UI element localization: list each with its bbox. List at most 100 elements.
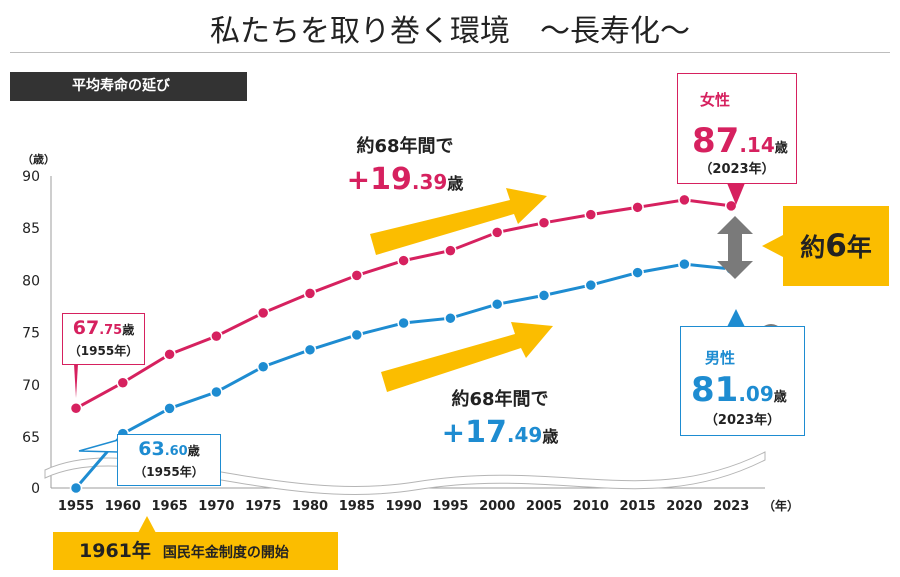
- male-end-unit: 歳: [773, 390, 787, 405]
- male-data-point: [678, 257, 691, 271]
- female-data-point: [163, 348, 176, 361]
- male-data-point: [303, 343, 317, 357]
- male-data-point: [631, 266, 644, 279]
- female-gain-decimal: .39: [411, 170, 448, 194]
- male-end-value-integer: 81: [691, 370, 739, 410]
- female-start-value-decimal: .75: [99, 323, 123, 338]
- x-tick-label: 2010: [573, 499, 609, 514]
- male-gain-annotation: 約68年間で +17.49歳: [415, 385, 585, 455]
- female-trend-up-arrow-icon: [370, 188, 547, 255]
- milestone-text: 国民年金制度の開始: [162, 545, 289, 561]
- female-start-pointer: [74, 364, 78, 398]
- female-data-point: [397, 254, 410, 267]
- gap-badge-pointer: [762, 235, 783, 257]
- male-gain-decimal: .49: [506, 423, 543, 447]
- male-start-callout: 63.60歳 （1955年）: [117, 434, 221, 486]
- male-data-point: [490, 297, 504, 311]
- male-start-year: （1955年）: [134, 465, 204, 479]
- x-tick-label: 1990: [386, 499, 422, 514]
- female-gain-annotation: 約68年間で +19.39歳: [320, 132, 490, 202]
- female-end-callout: 女性 87.14歳 （2023年）: [677, 73, 797, 184]
- female-end-year: （2023年）: [699, 162, 775, 177]
- female-data-point: [69, 402, 83, 415]
- female-data-point: [584, 208, 598, 221]
- y-unit-label: （歳）: [22, 152, 55, 166]
- female-gain-integer: 19: [370, 162, 412, 197]
- female-end-value-integer: 87: [692, 121, 740, 161]
- male-start-value-integer: 63: [138, 438, 165, 460]
- male-data-point: [350, 328, 364, 342]
- male-start-value-decimal: .60: [164, 444, 188, 459]
- female-data-point: [256, 306, 270, 320]
- pension-milestone-box: 1961年 国民年金制度の開始: [53, 532, 338, 570]
- male-data-point: [444, 311, 457, 325]
- x-tick-label: 1975: [245, 499, 281, 514]
- female-label: 女性: [700, 91, 731, 109]
- x-tick-label: 2023: [713, 499, 749, 514]
- title-divider: [10, 52, 890, 53]
- x-tick-label: 1985: [339, 499, 375, 514]
- female-start-year: （1955年）: [68, 344, 139, 358]
- x-tick-label: 1965: [152, 499, 188, 514]
- y-tick-label: 70: [22, 378, 40, 394]
- male-data-point: [210, 385, 223, 399]
- female-data-point: [350, 269, 364, 282]
- milestone-pointer: [138, 516, 156, 533]
- x-unit-label: （年）: [763, 498, 799, 513]
- male-data-point: [397, 316, 410, 330]
- gap-badge-suffix: 年: [846, 233, 872, 262]
- y-tick-label: 65: [22, 430, 40, 446]
- male-data-point: [163, 402, 176, 415]
- female-data-point: [490, 226, 504, 239]
- male-end-pointer: [727, 309, 745, 327]
- x-tick-label: 1960: [105, 499, 141, 514]
- x-tick-label: 1980: [292, 499, 328, 514]
- axis-break-band: [44, 451, 766, 495]
- male-gain-unit: 歳: [542, 427, 559, 446]
- male-start-pointer: [78, 439, 119, 453]
- female-start-value-integer: 67: [72, 317, 100, 339]
- y-tick-label: 90: [22, 169, 40, 185]
- male-label: 男性: [705, 349, 736, 367]
- milestone-year: 1961年: [79, 540, 151, 562]
- y-tick-label: 80: [22, 273, 40, 289]
- female-data-point: [678, 193, 691, 207]
- male-data-point: [69, 481, 83, 495]
- female-start-unit: 歳: [122, 323, 135, 337]
- male-start-unit: 歳: [187, 444, 200, 458]
- male-data-point: [256, 360, 270, 373]
- x-tick-label: 2005: [526, 499, 562, 514]
- female-data-point: [631, 201, 644, 214]
- female-gain-unit: 歳: [447, 174, 464, 193]
- male-trend-up-arrow-icon: [381, 322, 553, 392]
- male-gain-plus: +: [441, 416, 466, 449]
- x-tick-label: 2000: [479, 499, 515, 514]
- male-data-point: [537, 289, 551, 302]
- female-data-point: [210, 329, 223, 343]
- y-tick-label: 85: [22, 221, 40, 237]
- male-gain-integer: 17: [465, 415, 507, 450]
- female-gain-plus: +: [346, 163, 371, 196]
- x-tick-label: 1970: [198, 499, 234, 514]
- gap-badge: 約6年: [783, 206, 889, 286]
- male-data-point: [584, 278, 598, 292]
- section-header: 平均寿命の延び: [10, 72, 247, 101]
- y-tick-label: 0: [31, 481, 40, 497]
- female-data-point: [724, 199, 738, 213]
- x-tick-label: 1995: [432, 499, 468, 514]
- gap-badge-prefix: 約: [800, 233, 826, 262]
- female-end-pointer: [727, 183, 745, 205]
- female-data-point: [116, 376, 130, 389]
- female-end-unit: 歳: [774, 141, 788, 156]
- x-tick-label: 2020: [666, 499, 702, 514]
- page-title: 私たちを取り巻く環境 ～長寿化～: [210, 14, 690, 49]
- gap-badge-number: 6: [825, 228, 847, 264]
- female-data-point: [537, 216, 551, 230]
- female-data-point: [444, 244, 457, 257]
- female-start-callout: 67.75歳 （1955年）: [62, 313, 145, 365]
- female-gain-period: 約68年間で: [356, 136, 454, 157]
- x-tick-label: 2015: [620, 499, 656, 514]
- male-end-callout: 男性 81.09歳 （2023年）: [680, 326, 805, 436]
- male-end-year: （2023年）: [704, 413, 781, 428]
